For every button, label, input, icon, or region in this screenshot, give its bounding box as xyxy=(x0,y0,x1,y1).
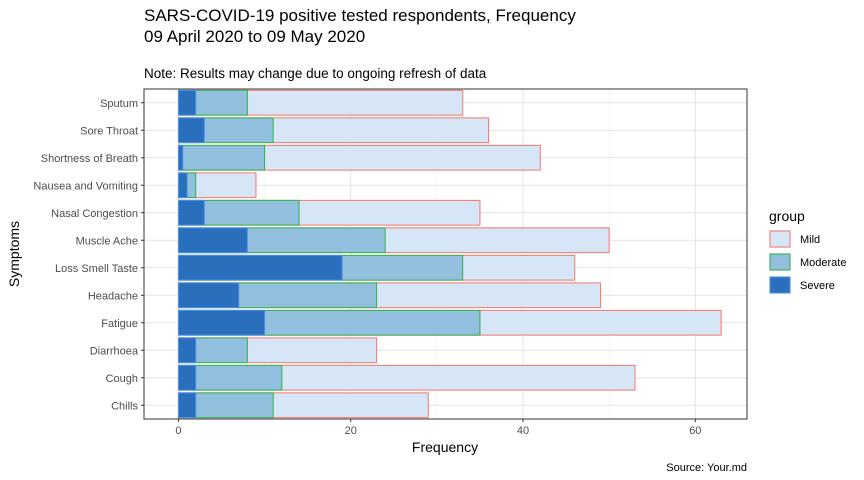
panel-border xyxy=(143,88,748,420)
x-tick-label: 0 xyxy=(175,425,181,437)
bar-severe-nasal-congestion xyxy=(177,199,205,226)
y-tick-label: Muscle Ache xyxy=(76,235,138,247)
legend-swatch-moderate xyxy=(769,253,791,271)
y-tick-label: Nausea and Vomiting xyxy=(33,180,138,192)
bar-severe-nausea-and-vomiting xyxy=(177,172,188,199)
chart-note: Note: Results may change due to ongoing … xyxy=(144,66,487,81)
legend-label-severe: Severe xyxy=(800,280,835,292)
legend-label-moderate: Moderate xyxy=(800,257,846,269)
bar-severe-cough xyxy=(177,364,197,391)
y-tick-label: Loss Smell Taste xyxy=(55,263,138,275)
legend-swatch-mild xyxy=(769,230,791,248)
bar-severe-diarrhoea xyxy=(177,337,197,364)
y-tick-label: Nasal Congestion xyxy=(51,208,138,220)
bar-severe-loss-smell-taste xyxy=(177,254,343,281)
bar-severe-sputum xyxy=(177,89,197,116)
bar-severe-muscle-ache xyxy=(177,227,248,254)
y-tick-label: Diarrhoea xyxy=(90,345,139,357)
y-tick-label: Sputum xyxy=(100,98,138,110)
legend-title: group xyxy=(769,208,805,224)
chart-title: SARS-COVID-19 positive tested respondent… xyxy=(144,6,576,25)
bars xyxy=(177,89,722,419)
bar-severe-chills xyxy=(177,392,197,419)
chart-caption: Source: Your.md xyxy=(666,462,747,474)
y-tick-label: Shortness of Breath xyxy=(41,153,138,165)
bar-moderate-shortness-of-breath xyxy=(177,144,266,171)
bar-severe-fatigue xyxy=(177,309,266,336)
y-tick-label: Chills xyxy=(111,400,138,412)
y-tick-label: Fatigue xyxy=(101,318,138,330)
x-axis-title: Frequency xyxy=(412,439,478,455)
x-tick-label: 60 xyxy=(689,425,701,437)
x-tick-label: 20 xyxy=(345,425,357,437)
x-tick-label: 40 xyxy=(517,425,529,437)
y-tick-label: Cough xyxy=(106,373,138,385)
legend-label-mild: Mild xyxy=(800,234,820,246)
bar-severe-shortness-of-breath xyxy=(177,144,184,171)
axes: Sputum Sore Throat Shortness of Breath Naus… xyxy=(33,98,701,437)
legend: group Mild Moderate Severe xyxy=(769,208,846,294)
bar-severe-headache xyxy=(177,282,240,309)
bar-severe-sore-throat xyxy=(177,117,205,144)
y-axis-title: Symptoms xyxy=(6,221,22,287)
y-tick-label: Headache xyxy=(88,290,138,302)
legend-swatch-severe xyxy=(769,276,791,294)
chart-subtitle: 09 April 2020 to 09 May 2020 xyxy=(144,27,365,46)
y-tick-label: Sore Throat xyxy=(80,125,138,137)
